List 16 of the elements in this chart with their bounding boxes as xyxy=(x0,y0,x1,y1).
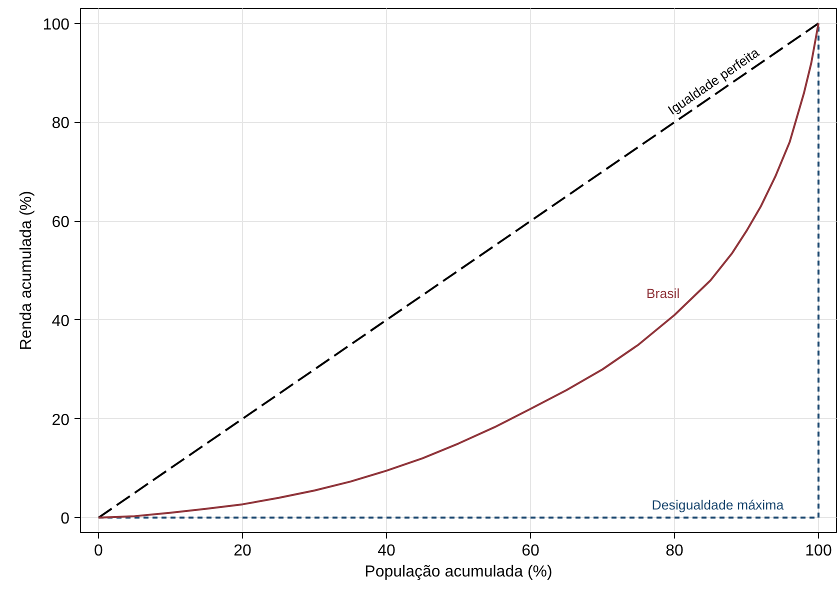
y-tick-label: 80 xyxy=(52,115,70,132)
y-tick-label: 20 xyxy=(52,412,70,429)
y-tick-label: 0 xyxy=(60,510,70,528)
x-tick-label: 100 xyxy=(805,542,832,560)
series-label: Brasil xyxy=(646,286,680,301)
x-tick-label: 80 xyxy=(666,542,684,560)
y-tick-label: 40 xyxy=(52,312,70,330)
y-tick-label: 60 xyxy=(52,214,70,232)
x-tick-label: 0 xyxy=(94,542,104,560)
x-tick-label: 60 xyxy=(522,542,540,560)
y-axis-title: Renda acumulada (%) xyxy=(18,190,35,350)
x-axis-title: População acumulada (%) xyxy=(364,564,552,580)
y-tick-label: 100 xyxy=(42,16,70,34)
x-tick-label: 20 xyxy=(234,542,252,560)
series-label: Desigualdade máxima xyxy=(652,498,784,513)
x-tick-label: 40 xyxy=(378,542,396,560)
